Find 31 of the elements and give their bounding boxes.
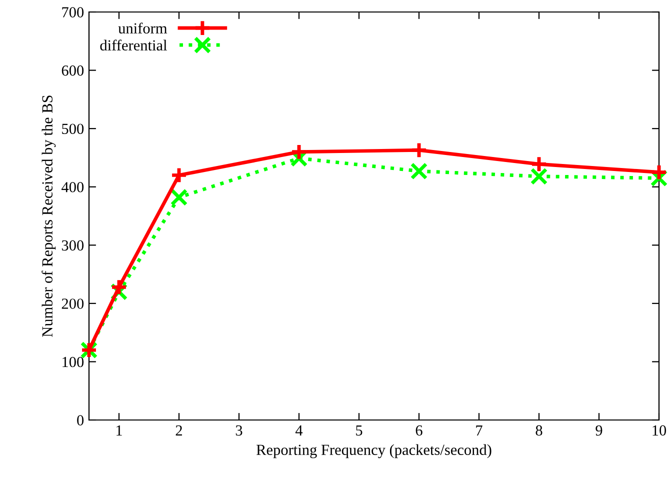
- point: [530, 155, 548, 173]
- x-tick-label: 8: [536, 425, 542, 436]
- y-axis-title: Number of Reports Received by the BS: [42, 96, 56, 337]
- x-tick-label: 7: [476, 425, 482, 436]
- legend-label: differential: [100, 40, 167, 51]
- point: [650, 164, 668, 181]
- point: [110, 278, 128, 296]
- y-tick-label: 0: [77, 415, 84, 426]
- point: [170, 166, 188, 184]
- x-axis-title: Reporting Frequency (packets/second): [256, 444, 492, 458]
- x-tick-label: 9: [596, 425, 602, 436]
- point: [410, 141, 428, 159]
- point: [410, 162, 428, 180]
- x-tick-label: 3: [236, 425, 242, 436]
- x-tick-label: 4: [295, 425, 303, 436]
- x-tick-label: 10: [652, 425, 666, 436]
- y-tick-label: 700: [62, 7, 84, 18]
- point: [530, 168, 548, 186]
- x-tick-label: 5: [356, 425, 362, 436]
- y-tick-label: 400: [62, 182, 84, 192]
- x-tick-label: 1: [116, 425, 122, 436]
- y-tick-label: 300: [62, 240, 84, 251]
- point: [170, 188, 188, 206]
- x-tick-label: 6: [416, 425, 422, 436]
- legend-label: uniform: [118, 22, 168, 34]
- y-tick-label: 100: [62, 356, 84, 368]
- x-tick-label: 2: [176, 425, 182, 436]
- y-tick-label: 200: [62, 298, 84, 309]
- y-tick-label: 500: [62, 124, 84, 134]
- y-tick-label: 600: [62, 65, 84, 76]
- point: [290, 143, 308, 161]
